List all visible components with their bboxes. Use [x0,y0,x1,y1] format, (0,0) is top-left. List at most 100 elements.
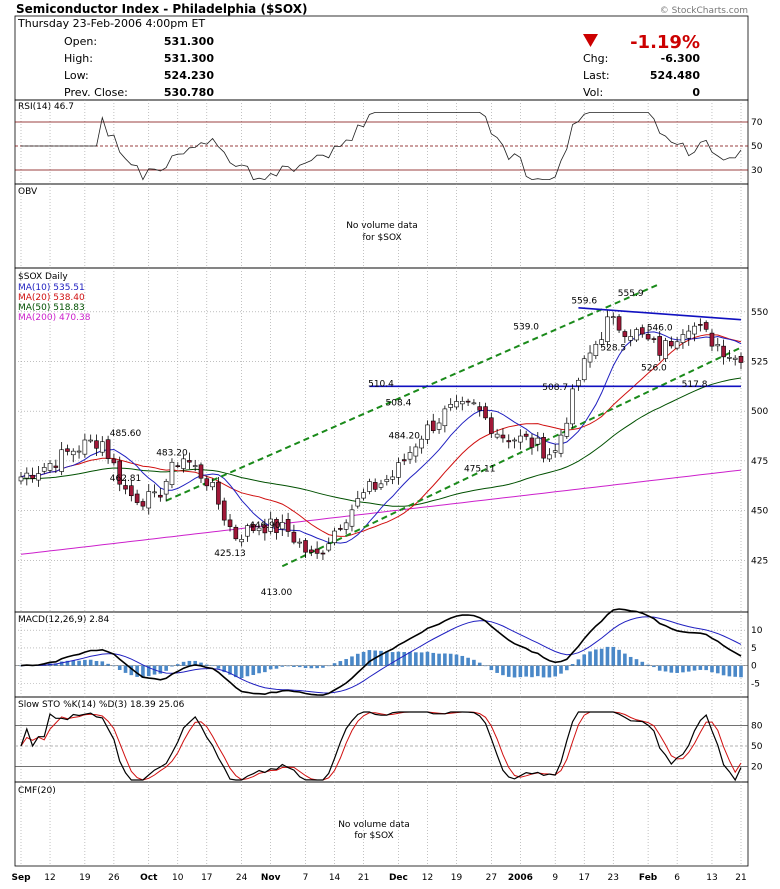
candle-body [610,316,616,318]
macd-histogram-bar [733,665,737,677]
candle-body [24,472,30,479]
macd-histogram-bar [355,653,360,666]
candle-body [564,422,570,437]
macd-histogram-bar [83,659,87,666]
macd-histogram-bar [71,660,76,666]
candle-body [332,530,337,543]
macd-histogram-bar [454,654,459,666]
candle-body [552,450,558,453]
sto-layer [20,711,742,782]
macd-histogram-bar [210,665,215,667]
macd-histogram-bar [506,665,511,677]
price-annotation: 539.0 [513,323,539,333]
macd-histogram-bar [175,664,180,666]
macd-histogram-bar [686,665,691,672]
high-value: 531.300 [164,52,214,65]
macd-histogram-bar [239,665,244,679]
candle-body [30,474,35,479]
candle-body [256,527,262,531]
candle-body [297,541,303,544]
candle-body [169,461,175,485]
macd-histogram-bar [617,649,621,666]
candle-body [239,539,244,543]
macd-histogram-bar [332,663,337,666]
macd-histogram-bar [710,665,714,673]
macd-histogram-bar [321,665,325,668]
price-annotation: 475.11 [464,465,496,475]
macd-histogram-bar [274,665,279,669]
macd-histogram-bar [251,665,256,675]
candle-body [709,332,715,347]
candle-body [303,540,308,553]
macd-histogram-bar [164,665,168,671]
ma10-legend: MA(10) 535.51 [18,283,85,293]
candle-body [506,440,512,443]
candle-body [129,485,134,497]
cmf-message: No volume data [338,820,410,830]
macd-histogram-bar [646,664,650,666]
candle-body [53,465,59,468]
macd-histogram-bar [326,665,331,667]
candle-body [622,331,628,337]
macd-histogram-bar [425,651,430,666]
candle-body [99,441,105,453]
ma200-line [20,469,742,555]
candle-body [291,531,297,543]
macd-histogram-bar [54,663,58,666]
macd-histogram-bar [623,653,627,666]
candle-body [599,339,604,345]
candle-body [727,357,732,359]
last-value: 524.480 [650,69,700,82]
candle-body [448,404,453,408]
candle-body [76,450,82,453]
candle-body [221,500,227,521]
macd-histogram-bar [390,652,395,666]
candle-body [413,446,419,457]
macd-histogram-bar [106,663,110,666]
candle-body [88,439,93,442]
price-label: $SOX Daily [18,272,68,282]
candle-body [570,388,575,425]
macd-histogram-bar [437,653,441,666]
x-tick-label: 21 [735,873,746,883]
candle-body [152,491,157,494]
candle-body [442,408,448,427]
x-tick-label: 21 [358,873,369,883]
macd-histogram-bar [280,665,285,667]
macd-histogram-bar [535,665,540,677]
macd-histogram-bar [634,659,639,666]
candle-body [105,439,111,459]
candle-body [123,485,128,490]
macd-histogram-bar [193,660,197,666]
candle-body [343,522,349,530]
macd-histogram-bar [408,652,412,666]
candle-body [686,330,692,339]
chg-label: Chg: [583,52,608,65]
candle-body [163,481,169,495]
price-annotation: 555.9 [618,289,644,299]
rsi-line [21,112,742,181]
macd-histogram-bar [297,665,302,668]
macd-histogram-bar [129,665,134,676]
watermark: © StockCharts.com [660,6,748,16]
price-annotation: 546.0 [647,324,673,334]
macd-histogram-bar [675,665,679,673]
x-tick-label: 6 [674,873,680,883]
x-tick-label: 2006 [508,873,533,883]
ma200-legend: MA(200) 470.38 [18,313,91,323]
high-label: High: [64,52,93,65]
macd-histogram-bar [727,665,732,677]
candle-body [396,462,401,478]
x-tick-label: Oct [140,873,158,883]
macd-histogram-bar [135,665,139,677]
macd-histogram-bar [228,665,232,675]
macd-histogram-bar [460,655,465,666]
candle-body [436,422,442,430]
candle-body [227,519,233,527]
macd-histogram-bar [100,661,105,666]
macd-histogram-bar [477,662,482,666]
candle-body [628,336,633,341]
price-y-tick: 425 [751,556,768,566]
x-tick-label: 13 [706,873,717,883]
candle-body [732,357,738,360]
